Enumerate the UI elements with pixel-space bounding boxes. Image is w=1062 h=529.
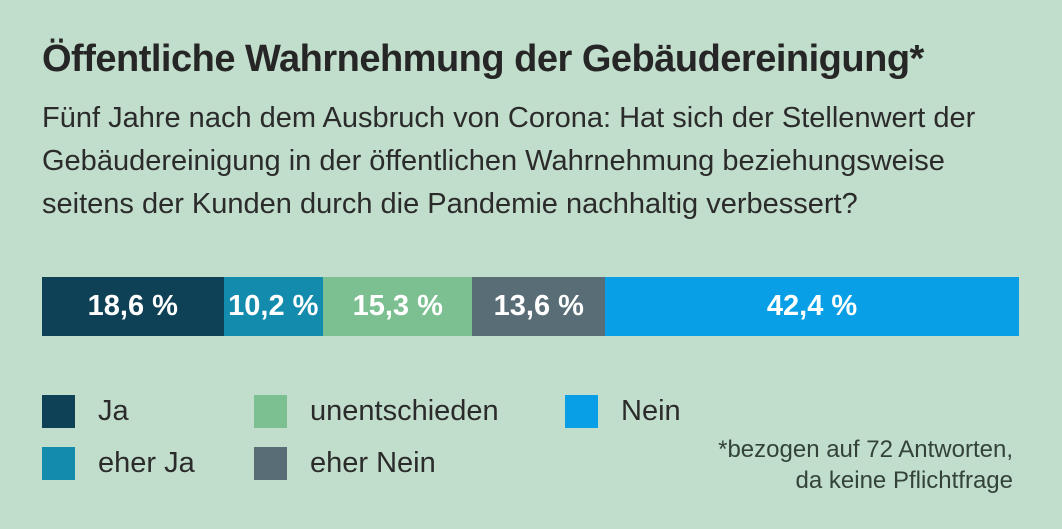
footnote-line-2: da keine Pflichtfrage bbox=[795, 467, 1013, 494]
bar-segment-ja: 18,6 % bbox=[42, 277, 224, 336]
legend-swatch-icon bbox=[565, 395, 598, 428]
legend-item-ja: Ja bbox=[42, 395, 254, 428]
legend-swatch-icon bbox=[42, 395, 75, 428]
footnote-line-1: *bezogen auf 72 Antworten, bbox=[718, 436, 1013, 463]
stacked-bar-chart: 18,6 % 10,2 % 15,3 % 13,6 % 42,4 % bbox=[42, 277, 1019, 336]
legend-item-eher-nein: eher Nein bbox=[254, 447, 565, 480]
subtitle-line-3: seitens der Kunden durch die Pandemie na… bbox=[42, 188, 858, 220]
bar-segment-eher-nein: 13,6 % bbox=[472, 277, 606, 336]
legend-label: eher Ja bbox=[98, 447, 195, 479]
bar-segment-eher-ja: 10,2 % bbox=[223, 277, 324, 336]
legend-label: unentschieden bbox=[310, 395, 499, 427]
chart-legend: Ja eher Ja unentschieden eher Nein Nein bbox=[42, 395, 681, 480]
legend-item-eher-ja: eher Ja bbox=[42, 447, 254, 480]
bar-segment-value-label: 15,3 % bbox=[352, 290, 443, 322]
chart-footnote: *bezogen auf 72 Antworten, da keine Pfli… bbox=[718, 434, 1013, 496]
legend-item-nein: Nein bbox=[565, 395, 681, 428]
bar-segment-value-label: 10,2 % bbox=[228, 290, 319, 322]
legend-swatch-icon bbox=[254, 395, 287, 428]
bar-segment-value-label: 42,4 % bbox=[766, 290, 858, 322]
chart-subtitle: Fünf Jahre nach dem Ausbruch von Corona:… bbox=[42, 97, 975, 226]
subtitle-line-1: Fünf Jahre nach dem Ausbruch von Corona:… bbox=[42, 102, 976, 134]
bar-segment-unentschieden: 15,3 % bbox=[323, 277, 473, 336]
bar-segment-value-label: 13,6 % bbox=[493, 290, 584, 322]
bar-segment-nein: 42,4 % bbox=[605, 277, 1019, 336]
subtitle-line-2: Gebäudereinigung in der öffentlichen Wah… bbox=[42, 145, 945, 177]
legend-label: Ja bbox=[98, 395, 129, 427]
legend-swatch-icon bbox=[42, 447, 75, 480]
chart-title: Öffentliche Wahrnehmung der Gebäudereini… bbox=[42, 38, 924, 80]
legend-label: Nein bbox=[621, 395, 681, 427]
legend-item-unentschieden: unentschieden bbox=[254, 395, 565, 428]
legend-swatch-icon bbox=[254, 447, 287, 480]
bar-segment-value-label: 18,6 % bbox=[87, 290, 178, 322]
legend-label: eher Nein bbox=[310, 447, 436, 479]
